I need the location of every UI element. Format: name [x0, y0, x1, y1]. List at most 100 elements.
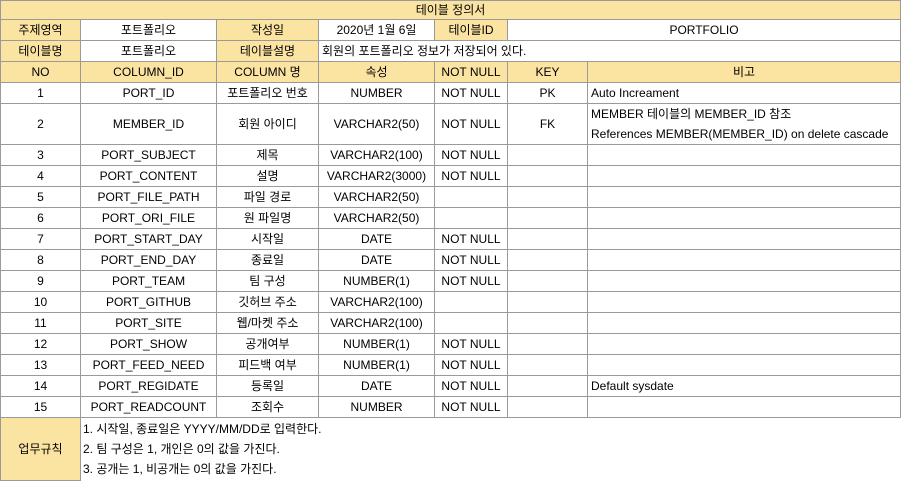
row-type: VARCHAR2(50) — [318, 207, 435, 229]
table-row: 8 PORT_END_DAY 종료일 DATE NOT NULL — [0, 249, 901, 271]
subject-value: 포트폴리오 — [80, 19, 217, 41]
row-no: 14 — [0, 375, 81, 397]
row-note — [586, 354, 901, 376]
row-not-null — [434, 186, 508, 208]
row-column-name: 웹/마켓 주소 — [216, 312, 319, 334]
table-row: 9 PORT_TEAM 팀 구성 NUMBER(1) NOT NULL — [0, 270, 901, 292]
row-no: 15 — [0, 396, 81, 418]
table-name-value: 포트폴리오 — [80, 40, 217, 62]
row-not-null — [434, 291, 508, 313]
row-no: 13 — [0, 354, 81, 376]
row-column-name: 조회수 — [216, 396, 319, 418]
row-column-id: PORT_READCOUNT — [80, 396, 217, 418]
table-row: 14 PORT_REGIDATE 등록일 DATE NOT NULL Default sy… — [0, 375, 901, 397]
row-no: 2 — [0, 103, 81, 145]
row-column-name: 설명 — [216, 165, 319, 187]
row-key — [507, 291, 588, 313]
row-not-null — [434, 207, 508, 229]
row-not-null: NOT NULL — [434, 144, 508, 166]
row-note: Auto Increament — [586, 82, 901, 104]
row-column-name: 제목 — [216, 144, 319, 166]
row-column-id: PORT_CONTENT — [80, 165, 217, 187]
business-rules-row: 업무규칙 1. 시작일, 종료일은 YYYY/MM/DD로 입력한다. 2. 팀 구… — [0, 417, 901, 481]
business-rules-label: 업무규칙 — [0, 417, 81, 481]
row-key — [507, 186, 588, 208]
row-column-name: 회원 아이디 — [216, 103, 319, 145]
header-note: 비고 — [586, 61, 901, 83]
table-row: 7 PORT_START_DAY 시작일 DATE NOT NULL — [0, 228, 901, 250]
row-note — [586, 312, 901, 334]
row-type: NUMBER(1) — [318, 333, 435, 355]
row-type: VARCHAR2(3000) — [318, 165, 435, 187]
row-note — [586, 291, 901, 313]
row-not-null: NOT NULL — [434, 165, 508, 187]
row-column-name: 피드백 여부 — [216, 354, 319, 376]
table-id-label: 테이블ID — [434, 19, 508, 41]
row-not-null: NOT NULL — [434, 375, 508, 397]
row-column-id: PORT_GITHUB — [80, 291, 217, 313]
table-row: 12 PORT_SHOW 공개여부 NUMBER(1) NOT NULL — [0, 333, 901, 355]
table-row: 5 PORT_FILE_PATH 파일 경로 VARCHAR2(50) — [0, 186, 901, 208]
row-note: Default sysdate — [586, 375, 901, 397]
row-no: 4 — [0, 165, 81, 187]
row-key — [507, 165, 588, 187]
row-key — [507, 312, 588, 334]
row-key — [507, 375, 588, 397]
row-not-null: NOT NULL — [434, 354, 508, 376]
row-note-line: MEMBER 테이블의 MEMBER_ID 참조 — [591, 107, 792, 121]
row-column-name: 파일 경로 — [216, 186, 319, 208]
row-not-null: NOT NULL — [434, 333, 508, 355]
row-note — [586, 207, 901, 229]
business-rule-item: 2. 팀 구성은 1, 개인은 0의 값을 가진다. — [83, 442, 280, 457]
table-row: 13 PORT_FEED_NEED 피드백 여부 NUMBER(1) NOT NULL — [0, 354, 901, 376]
row-note — [586, 396, 901, 418]
header-column-id: COLUMN_ID — [80, 61, 217, 83]
row-column-id: PORT_END_DAY — [80, 249, 217, 271]
row-note-line: References MEMBER(MEMBER_ID) on delete c… — [591, 127, 889, 141]
row-type: DATE — [318, 249, 435, 271]
row-no: 11 — [0, 312, 81, 334]
table-row: 15 PORT_READCOUNT 조회수 NUMBER NOT NULL — [0, 396, 901, 418]
row-note — [586, 270, 901, 292]
row-column-name: 종료일 — [216, 249, 319, 271]
table-row: 4 PORT_CONTENT 설명 VARCHAR2(3000) NOT NULL — [0, 165, 901, 187]
row-note — [586, 249, 901, 271]
row-type: VARCHAR2(50) — [318, 186, 435, 208]
row-column-id: PORT_ID — [80, 82, 217, 104]
row-column-id: PORT_REGIDATE — [80, 375, 217, 397]
row-column-name: 팀 구성 — [216, 270, 319, 292]
row-note: MEMBER 테이블의 MEMBER_ID 참조 References MEMBE… — [586, 103, 901, 145]
date-value: 2020년 1월 6일 — [318, 19, 435, 41]
row-type: DATE — [318, 228, 435, 250]
row-key: PK — [507, 82, 588, 104]
row-column-id: PORT_SHOW — [80, 333, 217, 355]
row-column-name: 원 파일명 — [216, 207, 319, 229]
header-key: KEY — [507, 61, 588, 83]
table-row: 3 PORT_SUBJECT 제목 VARCHAR2(100) NOT NULL — [0, 144, 901, 166]
row-column-id: PORT_FEED_NEED — [80, 354, 217, 376]
row-key — [507, 249, 588, 271]
table-desc-label: 테이블설명 — [216, 40, 319, 62]
row-column-name: 등록일 — [216, 375, 319, 397]
table-id-value: PORTFOLIO — [506, 19, 901, 41]
row-not-null: NOT NULL — [434, 270, 508, 292]
row-no: 8 — [0, 249, 81, 271]
row-key — [507, 270, 588, 292]
row-key — [507, 333, 588, 355]
row-type: VARCHAR2(100) — [318, 312, 435, 334]
row-no: 5 — [0, 186, 81, 208]
row-note — [586, 186, 901, 208]
header-not-null: NOT NULL — [434, 61, 508, 83]
row-no: 10 — [0, 291, 81, 313]
row-no: 9 — [0, 270, 81, 292]
row-type: NUMBER — [318, 82, 435, 104]
row-note — [586, 144, 901, 166]
row-column-name: 포트폴리오 번호 — [216, 82, 319, 104]
row-no: 7 — [0, 228, 81, 250]
row-column-id: MEMBER_ID — [80, 103, 217, 145]
row-key — [507, 207, 588, 229]
table-name-label: 테이블명 — [0, 40, 81, 62]
row-note — [586, 333, 901, 355]
table-row: 11 PORT_SITE 웹/마켓 주소 VARCHAR2(100) — [0, 312, 901, 334]
